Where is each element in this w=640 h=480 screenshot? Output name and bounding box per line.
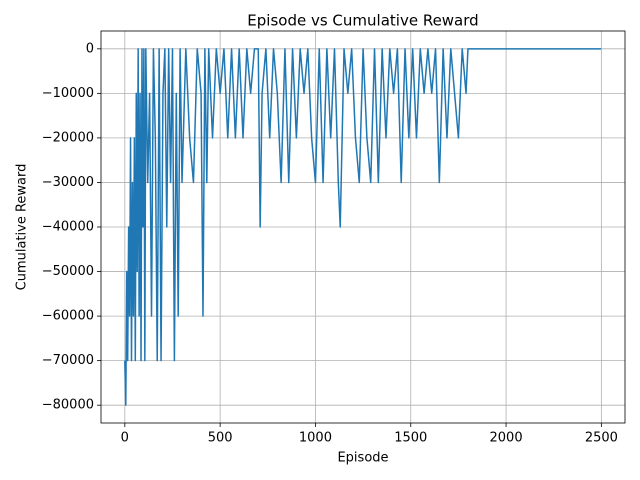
y-tick-label: −50000 (42, 264, 94, 279)
data-line (124, 48, 602, 406)
x-tick-label: 0 (121, 431, 129, 446)
x-tick-label: 500 (208, 431, 233, 446)
y-tick-label: −80000 (42, 398, 94, 413)
y-tick-label: −70000 (42, 353, 94, 368)
x-tick-label: 2000 (490, 431, 523, 446)
y-tick-label: −40000 (42, 220, 94, 235)
y-tick-label: −10000 (42, 86, 94, 101)
x-tick-label: 2500 (585, 431, 618, 446)
y-tick-label: −20000 (42, 130, 94, 145)
y-tick-label: 0 (86, 41, 94, 56)
y-tick-label: −60000 (42, 309, 94, 324)
x-tick-label: 1500 (394, 431, 427, 446)
x-tick-label: 1000 (299, 431, 332, 446)
x-axis-label: Episode (337, 451, 388, 466)
chart-title: Episode vs Cumulative Reward (247, 12, 478, 30)
y-tick-label: −30000 (42, 175, 94, 190)
y-axis-label: Cumulative Reward (15, 164, 30, 291)
plot-frame (100, 30, 626, 424)
